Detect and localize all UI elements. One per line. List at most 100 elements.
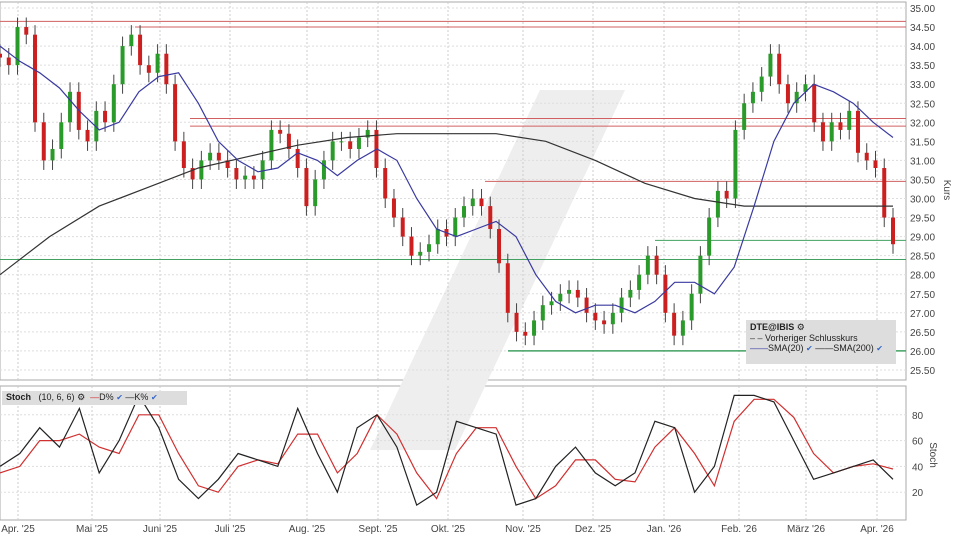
check-icon[interactable]: ✔ xyxy=(150,393,158,402)
price-legend: DTE@IBIS ⚙ – – Vorheriger Schlusskurs ——… xyxy=(746,320,896,364)
candle xyxy=(663,274,668,313)
candle xyxy=(129,34,134,47)
y-axis-label: Kurs xyxy=(941,180,952,201)
legend-prev-close: Vorheriger Schlusskurs xyxy=(765,333,858,343)
candle xyxy=(225,160,230,169)
candle xyxy=(243,175,248,180)
stoch-tick-label: 80 xyxy=(912,411,924,422)
candle xyxy=(85,129,90,142)
check-icon[interactable]: ✔ xyxy=(806,344,813,353)
candle xyxy=(199,160,204,180)
candle xyxy=(356,137,361,149)
candle xyxy=(339,141,344,143)
y-tick-label: 30.00 xyxy=(910,195,935,206)
x-tick-label: Juli '25 xyxy=(215,524,246,535)
y-tick-label: 27.50 xyxy=(910,290,935,301)
legend-sma200: SMA(200) xyxy=(833,343,874,353)
candle xyxy=(295,148,300,169)
candle xyxy=(181,141,186,169)
candle xyxy=(400,217,405,237)
candle xyxy=(820,122,825,142)
candle xyxy=(15,27,20,66)
candle xyxy=(418,251,423,256)
x-tick-label: Feb. '26 xyxy=(721,524,757,535)
candle xyxy=(680,320,685,336)
y-tick-label: 29.50 xyxy=(910,214,935,225)
candle xyxy=(111,84,116,123)
candle xyxy=(567,289,572,294)
candle xyxy=(365,129,370,138)
candle xyxy=(216,152,221,161)
candle xyxy=(286,133,291,149)
candle xyxy=(190,168,195,180)
x-tick-label: Dez. '25 xyxy=(575,524,612,535)
y-tick-label: 31.50 xyxy=(910,137,935,148)
candle xyxy=(94,110,99,142)
candle xyxy=(637,274,642,290)
candle xyxy=(6,57,11,66)
candle xyxy=(321,160,326,180)
sma20-line xyxy=(0,45,894,314)
candle xyxy=(654,255,659,275)
candle xyxy=(759,76,764,92)
y-tick-label: 28.50 xyxy=(910,252,935,263)
sma200-line xyxy=(0,133,893,276)
check-icon[interactable]: ✔ xyxy=(876,344,883,353)
candle xyxy=(838,122,843,130)
candle xyxy=(164,53,169,85)
legend-symbol: DTE@IBIS xyxy=(750,322,795,332)
candle xyxy=(120,46,125,85)
candle xyxy=(873,160,878,169)
candle xyxy=(497,228,502,264)
x-tick-label: Okt. '25 xyxy=(431,524,466,535)
candle xyxy=(672,312,677,336)
candle xyxy=(593,312,598,321)
x-tick-label: Apr. '25 xyxy=(1,524,35,535)
stoch-legend: Stoch (10, 6, 6) ⚙ —D% ✔ —K% ✔ xyxy=(2,391,187,405)
candle xyxy=(812,84,817,123)
y-tick-label: 33.50 xyxy=(910,61,935,72)
x-tick-label: Apr. '26 xyxy=(860,524,894,535)
candle xyxy=(619,297,624,313)
x-tick-label: Jan. '26 xyxy=(647,524,682,535)
candle xyxy=(269,129,274,161)
candle xyxy=(348,141,353,149)
y-tick-label: 27.00 xyxy=(910,309,935,320)
candle xyxy=(146,65,151,73)
candle xyxy=(435,228,440,245)
candle xyxy=(251,175,256,180)
candle xyxy=(707,217,712,256)
x-tick-label: Sept. '25 xyxy=(358,524,398,535)
candle xyxy=(540,305,545,321)
candle xyxy=(234,168,239,180)
stoch-d-line xyxy=(0,398,894,500)
candle xyxy=(138,34,143,66)
candle xyxy=(208,152,213,161)
stoch-tick-label: 60 xyxy=(912,437,924,448)
y-tick-label: 35.00 xyxy=(910,4,935,15)
candle xyxy=(470,198,475,207)
x-tick-label: Juni '25 xyxy=(143,524,178,535)
candle xyxy=(882,168,887,218)
candle xyxy=(750,91,755,104)
candle xyxy=(602,320,607,325)
candle xyxy=(409,236,414,256)
candle xyxy=(689,293,694,321)
candle xyxy=(715,190,720,218)
x-tick-label: März '26 xyxy=(787,524,825,535)
candle xyxy=(698,255,703,294)
check-icon[interactable]: ✔ xyxy=(116,393,123,402)
y-tick-label: 28.00 xyxy=(910,271,935,282)
candle xyxy=(330,141,335,161)
legend-sma20: SMA(20) xyxy=(768,343,804,353)
candle xyxy=(610,312,615,325)
y-tick-label: 33.00 xyxy=(910,80,935,91)
candle xyxy=(41,122,46,161)
settings-icon[interactable]: ⚙ xyxy=(77,392,86,402)
candle xyxy=(505,263,510,313)
settings-icon[interactable]: ⚙ xyxy=(796,322,805,332)
candle xyxy=(733,129,738,199)
candle xyxy=(103,110,108,123)
candle xyxy=(488,206,493,229)
candle xyxy=(742,103,747,130)
